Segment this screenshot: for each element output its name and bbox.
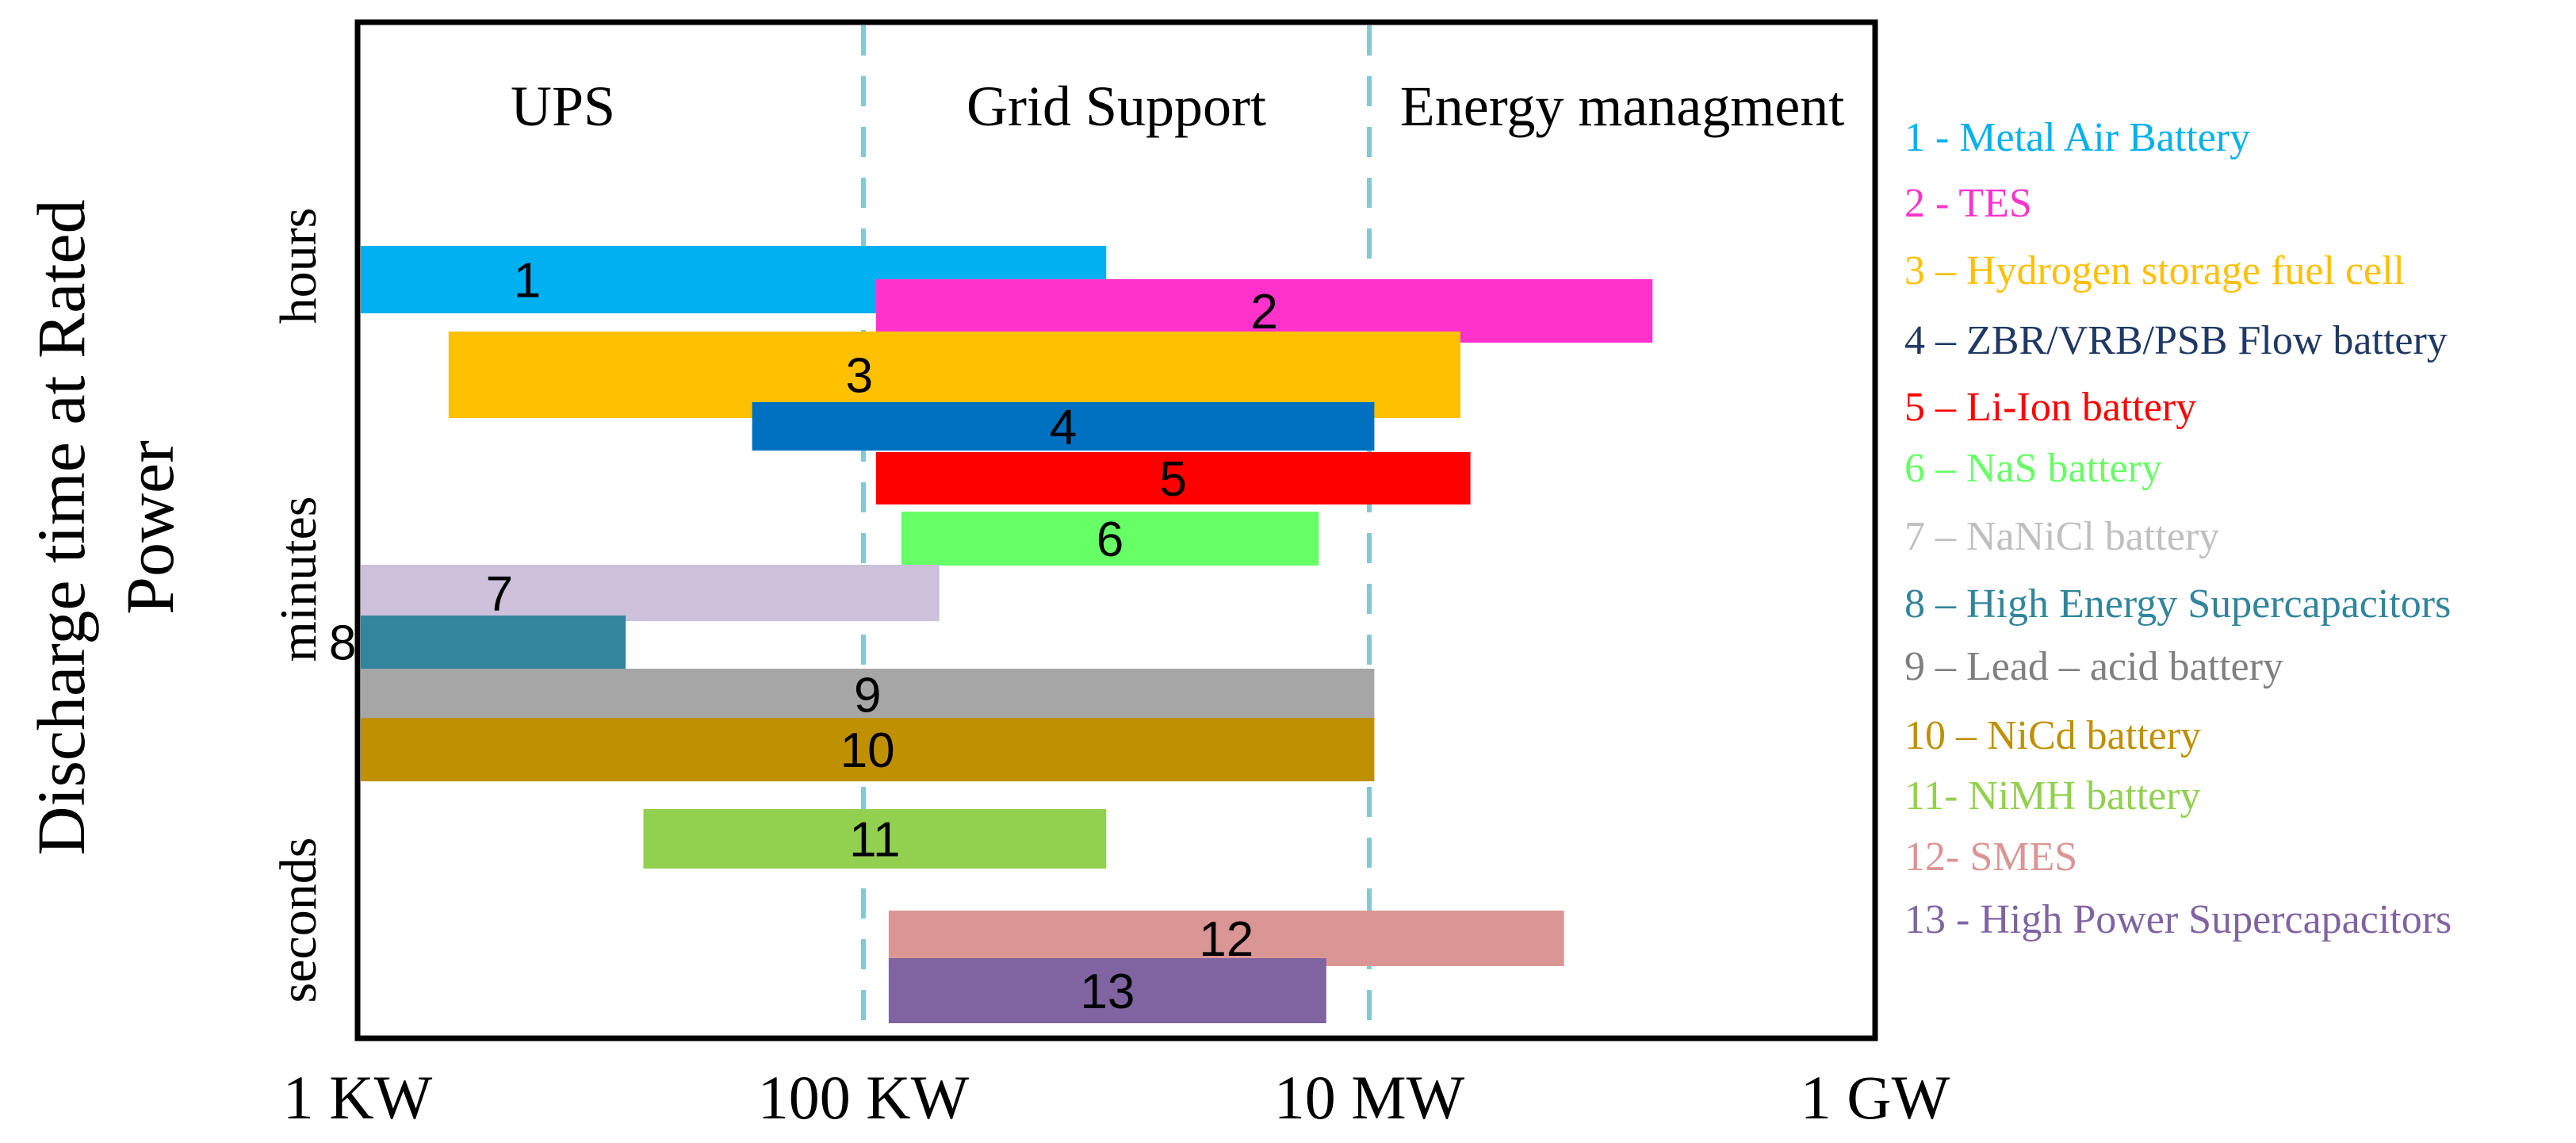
y-axis-title-line-2: Power [112,440,188,615]
legend: 1 - Metal Air Battery 2 - TES 3 – Hydrogen… [1904,115,2452,942]
bar-12 [888,911,1564,966]
bar-9 [361,669,1375,720]
bar-label-5: 5 [1160,452,1187,507]
region-label-1: UPS [511,75,615,138]
bar-10 [361,718,1375,781]
bar-6 [901,512,1319,566]
region-label-3: Energy managment [1400,75,1845,138]
legend-item-4: 4 – ZBR/VRB/PSB Flow battery [1904,318,2448,363]
bar-label-1: 1 [514,254,541,309]
bar-label-11: 11 [849,813,900,868]
legend-item-13: 13 - High Power Supercapacitors [1904,897,2452,942]
legend-item-8: 8 – High Energy Supercapacitors [1904,581,2451,627]
x-tick-4: 1 GW [1801,1063,1950,1132]
legend-item-6: 6 – NaS battery [1904,446,2162,491]
bar-label-8: 8 [329,616,356,671]
legend-item-12: 12- SMES [1904,834,2077,880]
region-label-2: Grid Support [966,75,1266,138]
y-band-hours: hours [270,208,327,324]
bar-13 [888,958,1326,1023]
x-tick-2: 100 KW [758,1063,970,1132]
legend-item-11: 11- NiMH battery [1904,773,2201,819]
bar-label-3: 3 [846,349,873,404]
x-tick-labels: 1 KW 100 KW 10 MW 1 GW [283,1063,1950,1132]
bar-label-10: 10 [840,723,895,778]
bar-label-4: 4 [1050,401,1077,455]
bar-label-2: 2 [1250,285,1277,339]
bar-8 [361,616,626,669]
bar-11 [643,809,1107,869]
bar-7 [361,565,940,621]
legend-item-10: 10 – NiCd battery [1904,713,2201,758]
legend-item-5: 5 – Li-Ion battery [1904,385,2196,430]
bar-label-12: 12 [1199,912,1254,967]
bar-label-7: 7 [486,567,513,622]
legend-item-9: 9 – Lead – acid battery [1904,644,2283,689]
y-axis-title-line-1: Discharge time at Rated [23,199,99,855]
legend-item-2: 2 - TES [1904,181,2032,226]
plot-frame [354,19,1878,1041]
legend-item-7: 7 – NaNiCl battery [1904,514,2219,559]
y-band-minutes: minutes [270,497,327,662]
region-labels: UPS Grid Support Energy managment [511,75,1844,138]
bar-label-13: 13 [1080,965,1135,1019]
y-band-seconds: seconds [270,838,327,1003]
bar-4 [752,402,1375,451]
x-tick-3: 10 MW [1274,1063,1465,1132]
legend-item-1: 1 - Metal Air Battery [1904,115,2250,160]
bar-label-9: 9 [854,669,881,723]
x-tick-1: 1 KW [283,1063,433,1132]
bar-label-6: 6 [1097,512,1123,567]
bar-5 [875,452,1471,504]
legend-item-3: 3 – Hydrogen storage fuel cell [1904,248,2405,293]
